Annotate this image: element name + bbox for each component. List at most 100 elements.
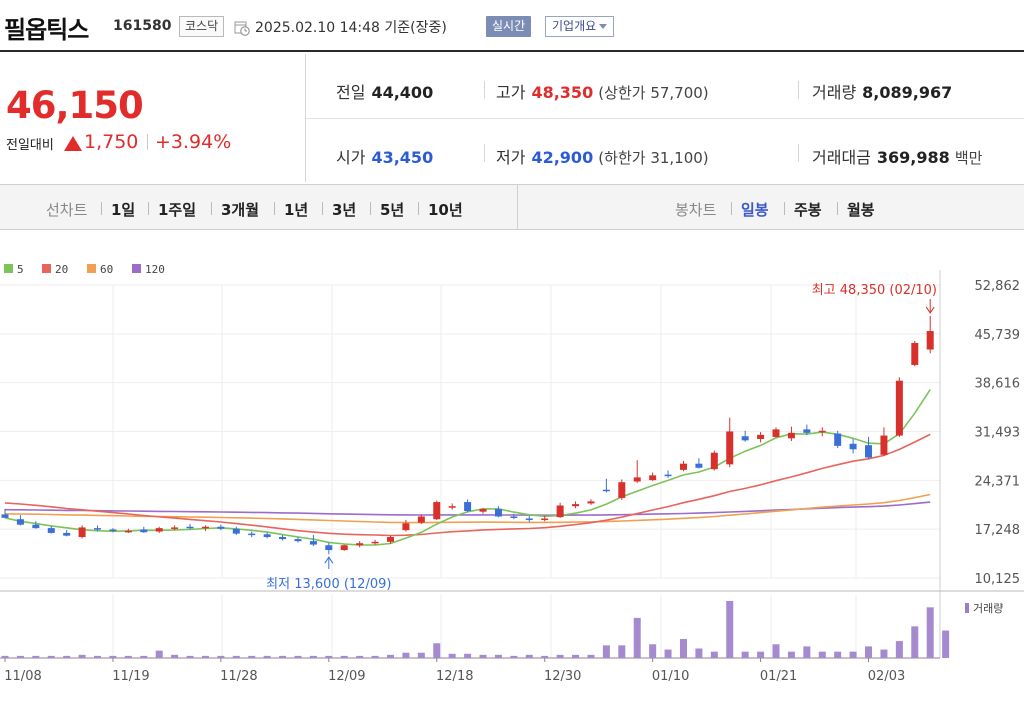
candle-body xyxy=(309,541,317,545)
current-price: 46,150 xyxy=(6,84,144,127)
candle-monthly[interactable]: 월봉 xyxy=(847,201,875,219)
period-1y[interactable]: 1년 xyxy=(284,201,309,219)
candle-body xyxy=(124,530,132,533)
x-tick-label: 02/03 xyxy=(868,669,905,684)
period-divider xyxy=(148,202,149,215)
stat-high: 고가 48,350 (상한가 57,700) xyxy=(496,79,709,103)
volume-bar xyxy=(433,643,441,658)
volume-bar xyxy=(865,646,873,658)
x-tick-label: 11/19 xyxy=(112,669,149,684)
volume-bar xyxy=(942,630,950,658)
low-arrow-head xyxy=(324,556,334,564)
volume-bar xyxy=(140,655,148,658)
candle-body xyxy=(1,514,9,518)
high-arrow-head xyxy=(925,306,935,314)
period-1d[interactable]: 1일 xyxy=(111,201,136,219)
volume-bar xyxy=(880,649,888,658)
candle-body xyxy=(710,452,718,470)
x-tick-label: 12/09 xyxy=(328,669,365,684)
period-1w[interactable]: 1주일 xyxy=(158,201,197,219)
low-annotation: 최저 13,600 (12/09) xyxy=(266,577,391,592)
candle-body xyxy=(803,429,811,433)
change-label: 전일대비 xyxy=(6,138,54,153)
candle-body xyxy=(155,528,163,532)
candle-body xyxy=(186,526,194,529)
volume-bar xyxy=(849,651,857,658)
stat-prev-close: 전일 44,400 xyxy=(336,79,433,103)
x-tick-label: 01/21 xyxy=(760,669,797,684)
stat-value: 44,400 xyxy=(371,83,434,102)
volume-bar xyxy=(1,655,9,658)
candle-body xyxy=(63,532,71,536)
volume-bar xyxy=(417,652,425,658)
candle-body xyxy=(464,502,472,511)
volume-bar xyxy=(494,654,502,658)
legend-swatch-5 xyxy=(4,264,13,273)
clock-icon xyxy=(234,21,250,36)
candle-body xyxy=(541,518,549,521)
stat-value: 43,450 xyxy=(371,148,434,167)
volume-bar xyxy=(340,655,348,658)
y-tick-label: 17,248 xyxy=(975,523,1021,538)
stat-value: 8,089,967 xyxy=(862,83,953,102)
up-triangle-icon xyxy=(64,136,82,151)
candle-body xyxy=(587,501,595,504)
y-tick-label: 10,125 xyxy=(975,572,1021,587)
volume-bar xyxy=(510,655,518,658)
y-tick-label: 24,371 xyxy=(975,474,1021,489)
candle-body xyxy=(109,529,117,531)
period-10y[interactable]: 10년 xyxy=(428,201,463,219)
x-tick-label: 11/08 xyxy=(4,669,41,684)
volume-bar xyxy=(16,655,24,658)
legend-swatch-60 xyxy=(87,264,96,273)
volume-bar xyxy=(109,655,117,658)
candle-body xyxy=(479,508,487,512)
volume-bar xyxy=(356,655,364,658)
volume-bar xyxy=(32,655,40,658)
legend-swatch-20 xyxy=(42,264,51,273)
candle-body xyxy=(340,545,348,551)
x-tick-label: 01/10 xyxy=(652,669,689,684)
volume-bar xyxy=(618,645,626,658)
y-tick-label: 45,739 xyxy=(975,328,1021,343)
stock-chart[interactable]: 5 20 60 120 52,862 45,739 38,616 31,493 24,371 17… xyxy=(0,230,1024,711)
candle-weekly[interactable]: 주봉 xyxy=(794,201,822,219)
volume-bar xyxy=(926,607,934,658)
change-percent: +3.94% xyxy=(155,131,232,153)
volume-bar xyxy=(464,653,472,658)
candle-body xyxy=(402,523,410,531)
volume-bar xyxy=(325,655,333,658)
stat-label: 거래대금 xyxy=(812,148,871,167)
candle-daily[interactable]: 일봉 xyxy=(741,201,769,219)
stat-label: 거래량 xyxy=(812,83,857,102)
volume-bar xyxy=(294,655,302,658)
candle-body xyxy=(664,474,672,477)
candle-body xyxy=(695,463,703,468)
volume-bar xyxy=(402,652,410,658)
candle-body xyxy=(140,529,148,533)
candle-body xyxy=(232,528,240,534)
candle-body xyxy=(94,528,102,530)
period-3m[interactable]: 3개월 xyxy=(221,201,260,219)
quote-datetime: 2025.02.10 14:48 기준(장중) xyxy=(255,20,447,36)
period-5y[interactable]: 5년 xyxy=(380,201,405,219)
volume-bar xyxy=(895,641,903,658)
period-bar-divider xyxy=(517,185,518,229)
volume-bar xyxy=(695,648,703,658)
stat-low: 저가 42,900 (하한가 31,100) xyxy=(496,144,709,168)
candle-body xyxy=(679,463,687,470)
candle-body xyxy=(494,508,502,517)
volume-bar xyxy=(186,655,194,658)
company-overview-button[interactable]: 기업개요 xyxy=(545,16,615,37)
stat-divider xyxy=(798,144,799,162)
stat-value: 42,900 xyxy=(531,148,594,167)
lower-limit: (하한가 31,100) xyxy=(598,149,709,167)
volume-bar xyxy=(171,654,179,658)
realtime-button[interactable]: 실시간 xyxy=(486,16,532,37)
candle-body xyxy=(834,433,842,446)
stock-name: 필옵틱스 xyxy=(4,16,89,44)
period-divider xyxy=(211,202,212,215)
volume-bar xyxy=(279,655,287,658)
period-3y[interactable]: 3년 xyxy=(332,201,357,219)
legend-label-60: 60 xyxy=(100,263,113,276)
